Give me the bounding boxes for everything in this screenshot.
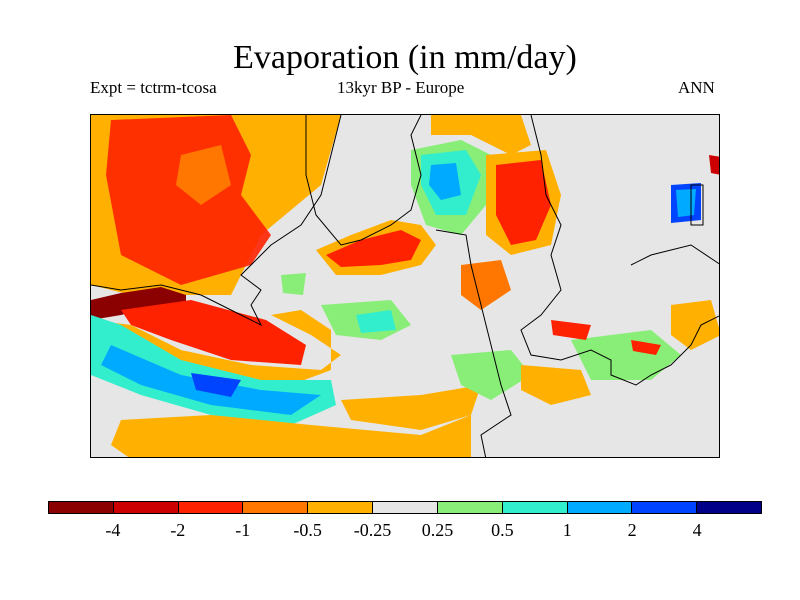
plot-title: Evaporation (in mm/day) — [233, 39, 577, 76]
colorbar-tick-label: -0.25 — [353, 520, 392, 540]
field-region-orange-europe — [461, 260, 511, 310]
map-canvas — [91, 115, 719, 457]
field-region-orange-east — [671, 300, 719, 350]
field-region-orange-mid — [341, 385, 481, 430]
field-region-darkred-band — [91, 287, 186, 320]
colorbar-tick-label: -0.5 — [293, 520, 322, 540]
field-region-red-iceland — [326, 230, 421, 267]
colorbar-bin-5 — [373, 502, 438, 513]
field-region-orange-south — [111, 415, 471, 457]
field-region-lightblue-band — [101, 345, 321, 415]
field-region-red-south — [121, 300, 306, 365]
field-region-orange-mediterranean — [521, 365, 591, 405]
colorbar-bin-8 — [567, 502, 633, 513]
colorbar-tick-label: -2 — [170, 520, 186, 540]
colorbar-bin-0 — [49, 502, 114, 513]
colorbar-bin-6 — [437, 502, 503, 513]
evaporation-map — [90, 114, 720, 458]
field-region-green-small — [281, 273, 306, 295]
period-label: 13kyr BP - Europe — [337, 78, 465, 97]
colorbar-tick-label: 0.5 — [491, 520, 514, 540]
colorbar-bin-4 — [308, 502, 374, 513]
colorbar-tick-label: 2 — [627, 520, 637, 540]
colorbar-bin-2 — [178, 502, 244, 513]
field-region-green-east — [571, 330, 681, 380]
field-region-orange-northeast — [431, 115, 531, 155]
colorbar-tick-label: 4 — [692, 520, 702, 540]
field-region-red-baltic — [496, 160, 551, 245]
colorbar-tick-label: 1 — [562, 520, 572, 540]
field-region-red-east-small — [631, 340, 661, 355]
colorbar-bin-3 — [243, 502, 309, 513]
field-region-darkred-east — [709, 155, 719, 175]
field-region-orange-west-inner — [176, 145, 231, 205]
field-region-green-mediterranean — [451, 350, 531, 400]
field-region-cyan-east — [676, 189, 696, 217]
colorbar-bin-7 — [502, 502, 568, 513]
colorbar-bin-9 — [632, 502, 698, 513]
season-label: ANN — [678, 78, 715, 97]
colorbar-bin-10 — [697, 502, 761, 513]
colorbar-tick-label: -1 — [235, 520, 251, 540]
colorbar-bin-1 — [113, 502, 179, 513]
field-region-blue-scandinavia — [429, 163, 461, 200]
colorbar-tick-label: 0.25 — [421, 520, 454, 540]
field-region-cyan-central — [356, 310, 396, 333]
colorbar-tick-label: -4 — [105, 520, 121, 540]
coastlines — [91, 115, 719, 457]
experiment-label: Expt = tctrm-tcosa — [90, 78, 217, 97]
field-region-red-northwest — [106, 115, 271, 285]
field-region-blue-core — [191, 373, 241, 397]
colorbar — [48, 501, 762, 514]
field-region-red-east — [551, 320, 591, 340]
